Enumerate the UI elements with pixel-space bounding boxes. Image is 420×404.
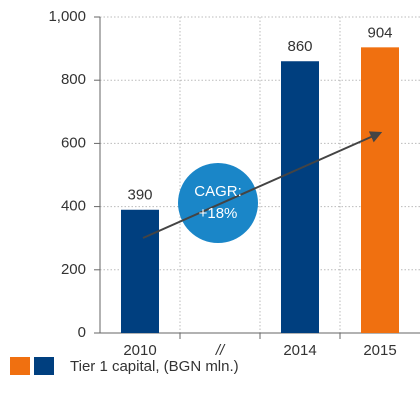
y-tick-label: 1,000 [48,8,86,25]
cagr-bubble [178,163,258,243]
x-tick-label: 2015 [363,342,396,359]
x-tick-label: 2014 [283,342,316,359]
x-tick-label: 2010 [123,342,156,359]
legend-swatch [34,357,54,375]
legend-swatch [10,357,30,375]
cagr-label: CAGR: [194,183,242,200]
value-label: 904 [367,24,392,41]
cagr-arrow [142,131,383,239]
y-tick-label: 400 [61,198,86,215]
value-label: 390 [127,187,152,204]
cagr-value: +18% [199,205,238,222]
value-label: 860 [287,38,312,55]
legend-label: Tier 1 capital, (BGN mln.) [70,358,239,375]
y-tick-label: 0 [78,324,86,341]
bar [361,47,399,333]
y-tick-label: 800 [61,71,86,88]
y-tick-label: 200 [61,261,86,278]
bar [121,209,159,333]
bar [281,61,319,334]
x-tick-label: // [215,342,226,359]
y-tick-label: 600 [61,134,86,151]
